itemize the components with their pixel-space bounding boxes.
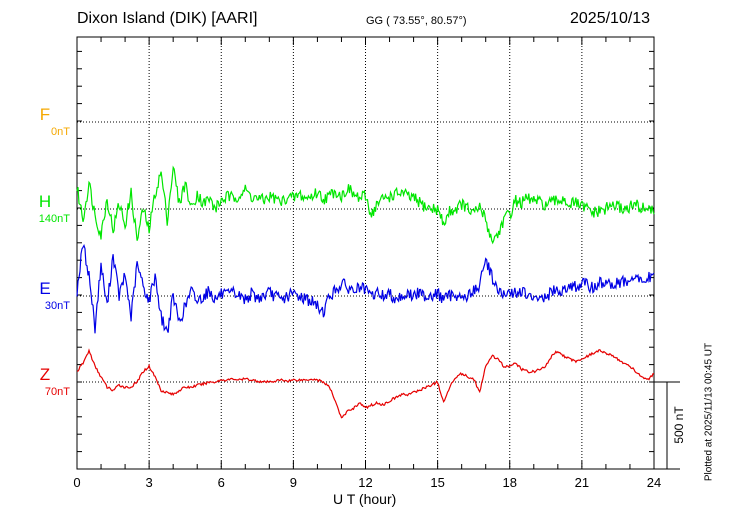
series-line-Z: [76, 348, 655, 419]
x-tick-label: 24: [647, 475, 661, 490]
station-title: Dixon Island (DIK) [AARI]: [77, 10, 258, 27]
series-baseline-H: 140nT: [38, 213, 70, 225]
series-baseline-E: 30nT: [44, 300, 70, 312]
x-tick-label: 9: [290, 475, 297, 490]
series-line-E: [76, 243, 655, 334]
x-tick-label: 3: [146, 475, 153, 490]
series-baseline-Z: 70nT: [44, 386, 70, 398]
x-tick-label: 21: [575, 475, 589, 490]
x-axis-label: U T (hour): [333, 491, 397, 507]
geo-coordinates: GG ( 73.55°, 80.57°): [366, 15, 467, 27]
series-baseline-F: 0nT: [51, 126, 70, 138]
x-tick-label: 15: [430, 475, 444, 490]
scale-bar-label: 500 nT: [672, 406, 686, 444]
x-tick-label: 0: [73, 475, 80, 490]
x-tick-label: 18: [503, 475, 517, 490]
plotted-timestamp: Plotted at 2025/11/13 00:45 UT: [703, 342, 715, 482]
series-label-H: H: [38, 192, 52, 211]
series-label-E: E: [39, 279, 51, 298]
x-tick-label: 6: [218, 475, 225, 490]
plot-date: 2025/10/13: [570, 10, 651, 27]
series-label-F: F: [39, 105, 51, 124]
series-line-H: [76, 165, 655, 245]
x-tick-label: 12: [358, 475, 372, 490]
series-label-Z: Z: [39, 365, 51, 384]
